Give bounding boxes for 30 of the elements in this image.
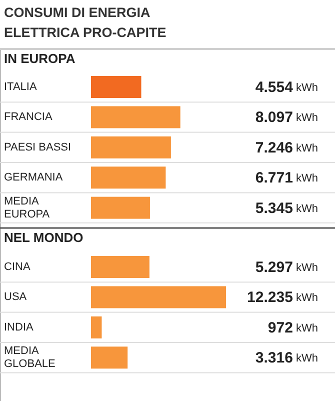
data-label: 7.246 kWh — [255, 139, 318, 156]
y-tick-label: PAESI BASSI — [4, 141, 72, 154]
bar — [91, 256, 150, 278]
data-label: 972 kWh — [268, 319, 318, 336]
y-tick-label: MEDIA GLOBALE — [4, 345, 56, 370]
bar — [91, 316, 102, 338]
chart-subtitle: IN EUROPA — [4, 51, 76, 66]
y-tick-label: FRANCIA — [4, 111, 53, 124]
chart-title: CONSUMI DI ENERGIA ELETTRICA PRO-CAPITE — [4, 5, 166, 40]
bar — [91, 106, 180, 128]
bar — [91, 136, 171, 158]
bar — [91, 76, 142, 98]
data-label: 5.345 kWh — [255, 200, 318, 217]
bar — [91, 346, 128, 369]
y-tick-label: ITALIA — [4, 80, 38, 93]
bar — [91, 286, 226, 308]
y-tick-label: CINA — [4, 260, 31, 273]
data-label: 4.554 kWh — [255, 78, 318, 96]
data-label: 5.297 kWh — [255, 258, 318, 276]
chart-title: NEL MONDO — [4, 230, 84, 245]
data-label: 12.235 kWh — [247, 289, 318, 306]
bar — [91, 196, 150, 219]
y-tick-label: USA — [4, 291, 28, 304]
data-label: 8.097 kWh — [255, 109, 318, 126]
data-label: 3.316 kWh — [255, 350, 318, 367]
bar — [91, 166, 166, 189]
y-tick-label: MEDIA EUROPA — [4, 195, 50, 220]
y-tick-label: GERMANIA — [4, 172, 64, 184]
y-tick-label: INDIA — [4, 321, 34, 334]
data-label: 6.771 kWh — [255, 170, 318, 187]
